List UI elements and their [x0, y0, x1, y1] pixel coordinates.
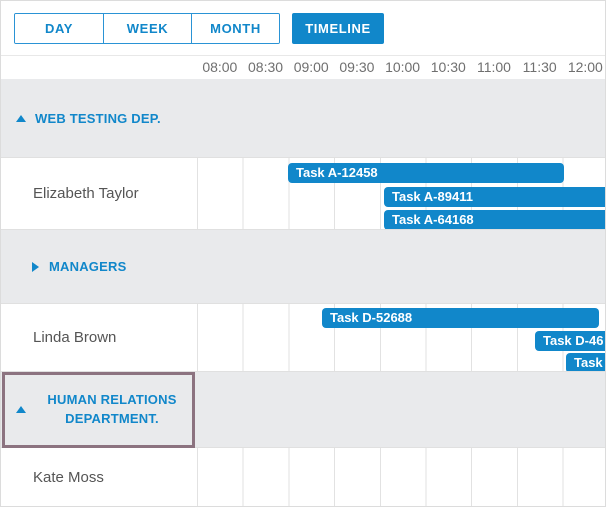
expand-arrow-icon[interactable] [29, 261, 41, 272]
appointment[interactable]: Task A-89411 [384, 187, 605, 207]
group-label: MANAGERS [49, 259, 127, 274]
view-switcher-group: DAY WEEK MONTH [14, 13, 280, 44]
time-header-cell: 09:30 [339, 59, 375, 75]
resource-name: Linda Brown [33, 329, 117, 346]
time-scale-header: 08:00 08:30 09:00 09:30 10:00 10:30 11:0… [197, 56, 605, 79]
resource-name: Elizabeth Taylor [33, 185, 139, 202]
appointment[interactable]: Task D-52688 [322, 308, 599, 328]
time-header-cell: 12:00 [567, 59, 603, 75]
time-header-cell: 10:30 [430, 59, 466, 75]
time-header-cell: 11:30 [522, 59, 557, 75]
group-toggle-human-relations[interactable]: HUMAN RELATIONS DEPARTMENT. [1, 372, 197, 447]
appointment[interactable]: Task A-12458 [288, 163, 564, 183]
collapse-arrow-icon[interactable] [15, 114, 27, 122]
time-header-cell: 08:00 [202, 59, 238, 75]
collapse-arrow-icon[interactable] [15, 406, 27, 413]
week-view-button[interactable]: WEEK [103, 14, 191, 43]
appointment[interactable]: Task D-46 [535, 331, 605, 351]
schedule-cells[interactable]: Task A-12458 Task A-89411 Task A-64168 [197, 158, 605, 229]
resource-row-elizabeth-taylor: Elizabeth Taylor Task A-12458 Task A-894… [1, 158, 605, 230]
view-switcher: DAY WEEK MONTH TIMELINE [14, 13, 384, 44]
group-row-web-testing: WEB TESTING DEP. [1, 79, 605, 158]
group-row-managers: MANAGERS [1, 230, 605, 304]
schedule-cells[interactable]: Task D-52688 Task D-46 Task [197, 304, 605, 371]
schedule-cells[interactable] [197, 448, 605, 506]
group-toggle-managers[interactable]: MANAGERS [1, 230, 197, 303]
resource-name: Kate Moss [33, 469, 104, 486]
group-label: WEB TESTING DEP. [35, 110, 161, 126]
group-row-human-relations: HUMAN RELATIONS DEPARTMENT. [1, 372, 605, 448]
appointment[interactable]: Task A-64168 [384, 210, 605, 229]
time-header-cell: 10:00 [385, 59, 421, 75]
group-label-text: HUMAN RELATIONS DEPARTMENT. [47, 391, 177, 426]
toolbar: DAY WEEK MONTH TIMELINE [1, 1, 605, 56]
time-header-cell: 08:30 [248, 59, 284, 75]
group-label: HUMAN RELATIONS DEPARTMENT. [27, 391, 197, 429]
timeline-view-button[interactable]: TIMELINE [292, 13, 384, 44]
appointment[interactable]: Task [566, 353, 605, 371]
time-header-cell: 11:00 [476, 59, 511, 75]
resource-row-linda-brown: Linda Brown Task D-52688 Task D-46 Task [1, 304, 605, 372]
month-view-button[interactable]: MONTH [191, 14, 279, 43]
day-view-button[interactable]: DAY [15, 14, 103, 43]
resource-row-kate-moss: Kate Moss [1, 448, 605, 506]
time-header-cell: 09:00 [293, 59, 329, 75]
group-toggle-web-testing[interactable]: WEB TESTING DEP. [1, 79, 197, 157]
